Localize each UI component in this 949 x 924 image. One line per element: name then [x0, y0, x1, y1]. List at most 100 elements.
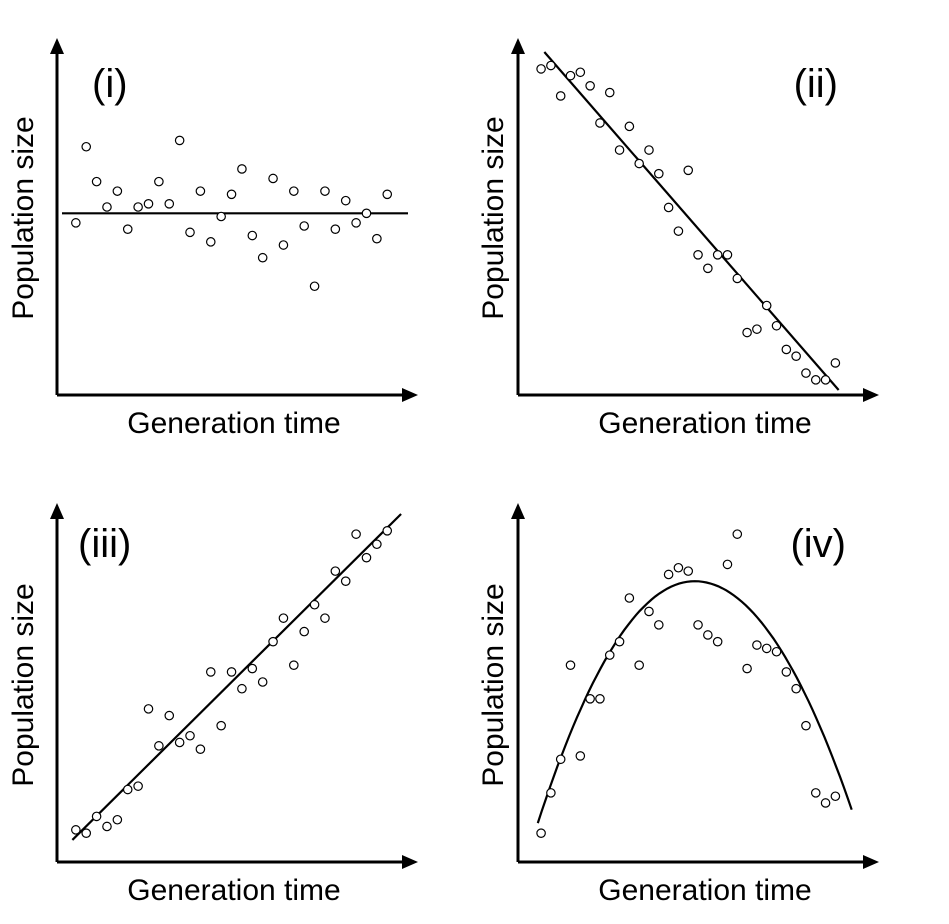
data-point — [174, 737, 185, 748]
panel-iv: (iv) Population size Generation time — [477, 503, 879, 907]
data-point — [722, 559, 733, 570]
data-point — [634, 660, 644, 670]
data-point — [653, 168, 664, 179]
data-point — [712, 636, 723, 647]
data-point — [330, 566, 341, 576]
data-point — [237, 164, 247, 174]
data-point — [683, 165, 694, 176]
data-point — [830, 358, 841, 368]
y-axis-arrow-icon — [50, 503, 64, 519]
y-axis-label: Population size — [477, 583, 510, 786]
data-point — [771, 646, 782, 657]
data-point — [195, 186, 206, 196]
panel-label: (i) — [92, 62, 128, 106]
x-axis-label: Generation time — [598, 407, 811, 440]
data-point — [361, 552, 372, 563]
data-point — [781, 344, 792, 355]
data-point — [555, 91, 566, 101]
trend-line — [543, 51, 840, 391]
data-point — [226, 189, 237, 200]
data-point — [732, 273, 743, 284]
data-point — [205, 237, 216, 247]
data-point — [195, 744, 206, 754]
data-point — [536, 64, 546, 74]
data-point — [752, 640, 762, 650]
data-point — [634, 158, 644, 169]
data-point — [185, 227, 195, 238]
data-point — [289, 186, 299, 196]
y-axis-arrow-icon — [511, 38, 525, 54]
data-point — [330, 224, 341, 234]
x-axis-label: Generation time — [127, 407, 340, 440]
data-point — [361, 208, 372, 219]
data-point — [278, 240, 289, 250]
data-point — [742, 663, 752, 674]
data-point — [614, 636, 625, 647]
data-point — [174, 135, 185, 146]
data-point — [309, 599, 320, 610]
data-point — [382, 189, 393, 200]
data-point — [644, 606, 654, 617]
data-point — [372, 539, 382, 550]
data-point — [299, 221, 309, 231]
data-point — [791, 351, 801, 361]
data-point — [712, 250, 723, 260]
data-point — [164, 199, 175, 209]
data-point — [653, 620, 664, 630]
data-point — [555, 754, 566, 765]
data-point — [781, 667, 792, 677]
data-point — [565, 70, 576, 81]
y-axis-arrow-icon — [511, 503, 525, 519]
data-point — [644, 145, 654, 155]
data-point — [820, 798, 831, 808]
y-axis-label: Population size — [7, 583, 40, 786]
data-point — [761, 643, 772, 654]
data-point — [810, 375, 821, 385]
data-point — [237, 683, 247, 694]
data-point — [309, 281, 320, 292]
data-point — [216, 211, 226, 222]
data-point — [247, 230, 258, 241]
data-point — [614, 145, 625, 155]
data-point — [71, 218, 81, 228]
data-point — [820, 375, 831, 385]
data-point — [595, 693, 605, 704]
data-point — [268, 173, 278, 184]
data-point — [703, 263, 713, 274]
data-point — [673, 226, 684, 236]
data-point — [830, 791, 841, 802]
data-point — [91, 176, 102, 187]
data-point — [536, 828, 546, 838]
data-point — [663, 202, 674, 213]
data-point — [320, 186, 330, 196]
data-point — [585, 693, 595, 704]
data-point — [565, 660, 576, 670]
data-point — [133, 202, 143, 212]
data-point — [247, 663, 258, 674]
data-point — [226, 667, 237, 677]
data-point — [112, 814, 123, 825]
data-point — [185, 730, 195, 741]
panel-ii: (ii) Population size Generation time — [477, 38, 879, 440]
data-point — [546, 788, 556, 798]
data-point — [154, 741, 164, 751]
data-point — [722, 250, 733, 260]
data-point — [205, 667, 216, 677]
data-point — [91, 811, 102, 822]
data-point — [81, 141, 92, 152]
trend-curve — [536, 580, 853, 824]
panel-label: (ii) — [794, 62, 838, 106]
x-axis-label: Generation time — [598, 874, 811, 907]
data-point — [604, 650, 615, 660]
data-point — [693, 620, 703, 630]
data-point — [112, 186, 123, 196]
x-axis-label: Generation time — [127, 874, 340, 907]
data-point — [761, 300, 772, 311]
data-point — [801, 720, 811, 731]
data-point — [575, 751, 586, 761]
data-point — [585, 81, 595, 91]
data-point — [164, 710, 175, 721]
x-axis-arrow-icon — [863, 388, 879, 402]
data-point — [624, 121, 635, 132]
